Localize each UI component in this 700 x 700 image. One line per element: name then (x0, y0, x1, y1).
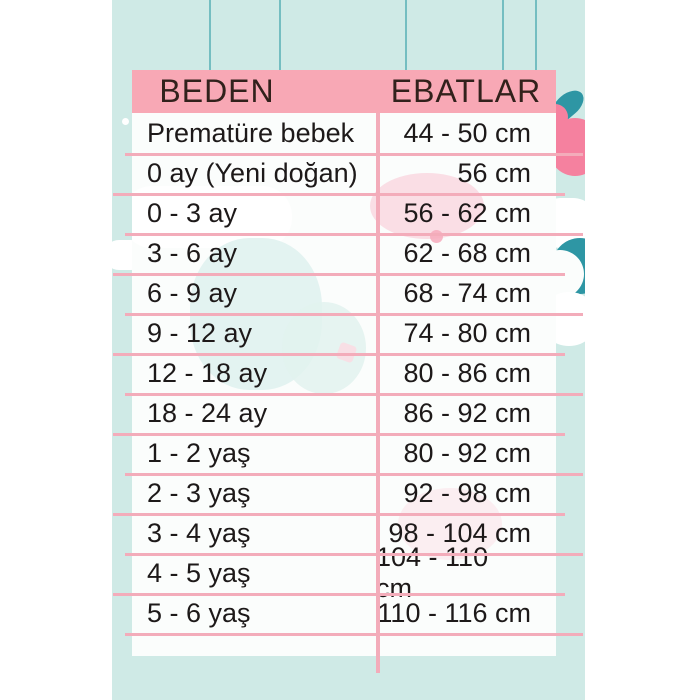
table-row: 3 - 6 ay 62 - 68 cm (132, 233, 556, 273)
hanging-string-icon (502, 0, 504, 70)
row-separator-line (113, 353, 565, 356)
pink-blob-decoration (370, 173, 484, 239)
row-separator-line (113, 513, 565, 516)
row-separator-line (113, 193, 565, 196)
table-row: 18 - 24 ay 86 - 92 cm (132, 393, 556, 433)
row-separator-line (125, 313, 583, 316)
measurement-cell: 56 cm (457, 157, 531, 188)
table-row: 1 - 2 yaş 80 - 92 cm (132, 433, 556, 473)
table-row: Prematüre bebek 44 - 50 cm (132, 113, 556, 153)
dot-decoration (122, 118, 129, 125)
row-separator-line (125, 553, 583, 556)
size-cell: 18 - 24 ay (147, 397, 268, 428)
row-separator-line (113, 593, 565, 596)
measurement-cell: 68 - 74 cm (403, 277, 531, 308)
measurement-cell: 80 - 92 cm (403, 437, 531, 468)
table-row: 2 - 3 yaş 92 - 98 cm (132, 473, 556, 513)
row-separator-line (113, 433, 565, 436)
measurement-cell: 98 - 104 cm (388, 517, 531, 548)
measurement-cell: 110 - 116 cm (377, 597, 531, 628)
table-row: 12 - 18 ay 80 - 86 cm (132, 353, 556, 393)
size-chart-card: BEDEN EBATLAR Prematüre bebek 44 - 50 cm… (132, 70, 556, 656)
header-cell-ebatlar: EBATLAR (390, 73, 542, 109)
hanging-string-icon (535, 0, 537, 70)
table-row: 4 - 5 yaş 104 - 110 cm (132, 542, 556, 603)
table-row: 9 - 12 ay 74 - 80 cm (132, 313, 556, 353)
measurement-cell: 80 - 86 cm (403, 357, 531, 388)
size-cell: 2 - 3 yaş (147, 477, 251, 508)
size-cell: 3 - 4 yaş (147, 517, 251, 548)
measurement-cell: 44 - 50 cm (403, 117, 531, 148)
size-cell: 9 - 12 ay (147, 317, 253, 348)
size-cell: 5 - 6 yaş (147, 597, 251, 628)
hanging-string-icon (209, 0, 211, 70)
table-header: BEDEN EBATLAR (132, 70, 556, 113)
row-separator-line (125, 473, 583, 476)
measurement-cell: 74 - 80 cm (403, 317, 531, 348)
measurement-cell: 62 - 68 cm (403, 237, 531, 268)
hanging-string-icon (279, 0, 281, 70)
table-row: 0 - 3 ay 56 - 62 cm (132, 193, 556, 233)
table-row: 5 - 6 yaş 110 - 116 cm (132, 593, 556, 633)
row-separator-line (125, 233, 583, 236)
measurement-cell: 56 - 62 cm (403, 197, 531, 228)
measurement-cell: 104 - 110 cm (376, 542, 489, 603)
size-cell: 1 - 2 yaş (147, 437, 251, 468)
product-photo-background: BEDEN EBATLAR Prematüre bebek 44 - 50 cm… (112, 0, 585, 700)
table-row: 0 ay (Yeni doğan) 56 cm (132, 153, 556, 193)
cloud-decoration (132, 186, 292, 248)
table-body: Prematüre bebek 44 - 50 cm 0 ay (Yeni do… (132, 113, 556, 633)
row-separator-line (125, 633, 583, 636)
measurement-cell: 92 - 98 cm (403, 477, 531, 508)
pink-blob-decoration (398, 488, 502, 560)
measurement-cell: 86 - 92 cm (403, 397, 531, 428)
size-cell: 4 - 5 yaş (147, 557, 251, 588)
hanging-string-icon (405, 0, 407, 70)
size-cell: 6 - 9 ay (147, 277, 238, 308)
column-divider-line (376, 113, 380, 673)
size-cell: Prematüre bebek (147, 117, 355, 148)
size-cell: 12 - 18 ay (147, 357, 268, 388)
row-separator-line (125, 393, 583, 396)
size-cell: 3 - 6 ay (147, 237, 238, 268)
row-separator-line (113, 273, 565, 276)
size-cell: 0 - 3 ay (147, 197, 238, 228)
header-cell-beden: BEDEN (159, 73, 275, 109)
table-row: 6 - 9 ay 68 - 74 cm (132, 273, 556, 313)
table-row: 3 - 4 yaş 98 - 104 cm (132, 513, 556, 553)
size-cell: 0 ay (Yeni doğan) (147, 157, 358, 188)
row-separator-line (125, 153, 583, 156)
